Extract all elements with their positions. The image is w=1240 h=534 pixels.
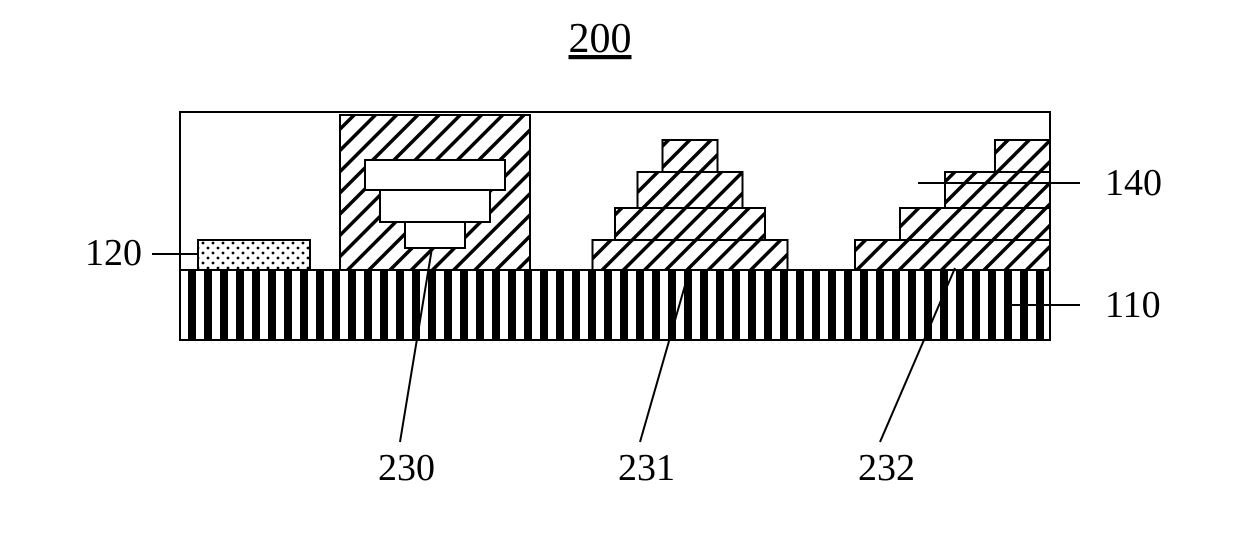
- label-110: 110: [1105, 284, 1161, 326]
- label-231: 231: [618, 447, 675, 489]
- element-120: [198, 240, 310, 270]
- label-232: 232: [858, 447, 915, 489]
- figure-number: 200: [569, 16, 632, 62]
- structure-230: [340, 115, 530, 270]
- structure-232: [855, 140, 1050, 270]
- structure-231: [593, 140, 788, 270]
- label-120: 120: [85, 232, 142, 274]
- label-140: 140: [1105, 162, 1162, 204]
- label-230: 230: [378, 447, 435, 489]
- substrate-110: [180, 270, 1050, 340]
